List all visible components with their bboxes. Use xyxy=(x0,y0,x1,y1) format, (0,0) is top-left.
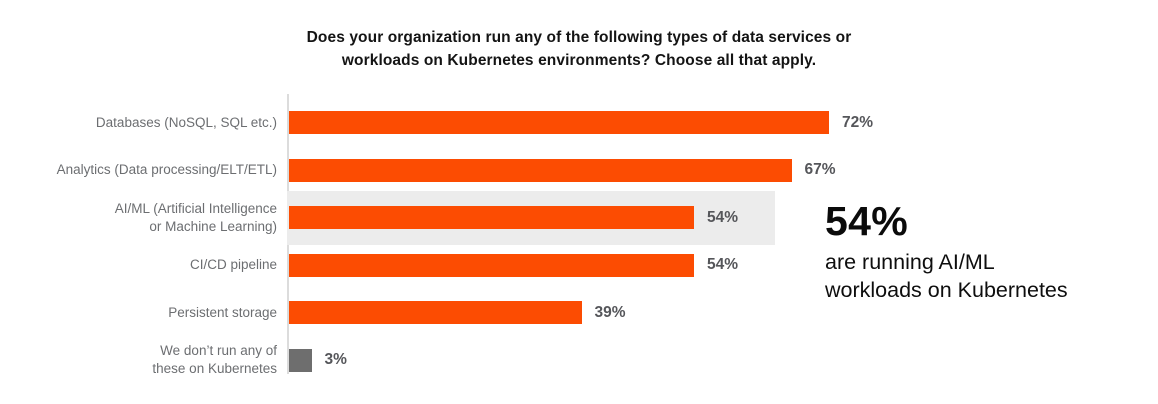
callout-text: are running AI/ML workloads on Kubernete… xyxy=(825,250,1068,302)
chart-title: Does your organization run any of the fo… xyxy=(306,29,852,70)
bar-track: 72% xyxy=(289,99,1158,147)
bar-track: 54% xyxy=(287,191,1158,245)
chart-row: AI/ML (Artificial Intelligence or Machin… xyxy=(0,191,1158,245)
category-label: CI/CD pipeline xyxy=(189,257,277,273)
value-label: 54% xyxy=(707,208,739,226)
chart-row: Databases (NoSQL, SQL etc.) 72% xyxy=(0,99,1158,147)
chart-row: Persistent storage 39% xyxy=(0,289,1158,337)
bar-track: 39% xyxy=(289,289,1158,337)
category-label: We don’t run any of these on Kubernetes xyxy=(152,343,277,377)
category-label: Databases (NoSQL, SQL etc.) xyxy=(95,114,277,130)
bar xyxy=(289,348,312,372)
chart-row: We don’t run any of these on Kubernetes 3… xyxy=(0,337,1158,385)
bar-chart: Databases (NoSQL, SQL etc.) 72% Analytics … xyxy=(0,99,1158,384)
bar-track: 54% xyxy=(289,242,1158,290)
bar xyxy=(289,206,694,230)
bar xyxy=(289,111,829,135)
bar xyxy=(289,158,792,182)
bar-track: 67% xyxy=(289,147,1158,195)
category-label: AI/ML (Artificial Intelligence or Machin… xyxy=(114,200,277,234)
value-label: 54% xyxy=(707,256,739,274)
value-label: 72% xyxy=(842,113,874,131)
bar xyxy=(289,253,694,277)
chart-row: Analytics (Data processing/ELT/ETL) 67% xyxy=(0,147,1158,195)
value-label: 67% xyxy=(804,161,836,179)
value-label: 39% xyxy=(594,303,626,321)
callout-value: 54% xyxy=(825,198,908,244)
highlight-callout: 54% are running AI/ML workloads on Kuber… xyxy=(825,198,1068,304)
category-label: Analytics (Data processing/ELT/ETL) xyxy=(56,162,277,178)
value-label: 3% xyxy=(324,351,347,369)
bar xyxy=(289,301,582,325)
category-label: Persistent storage xyxy=(168,304,277,320)
bar-track: 3% xyxy=(289,337,1158,385)
chart-row: CI/CD pipeline 54% xyxy=(0,242,1158,290)
